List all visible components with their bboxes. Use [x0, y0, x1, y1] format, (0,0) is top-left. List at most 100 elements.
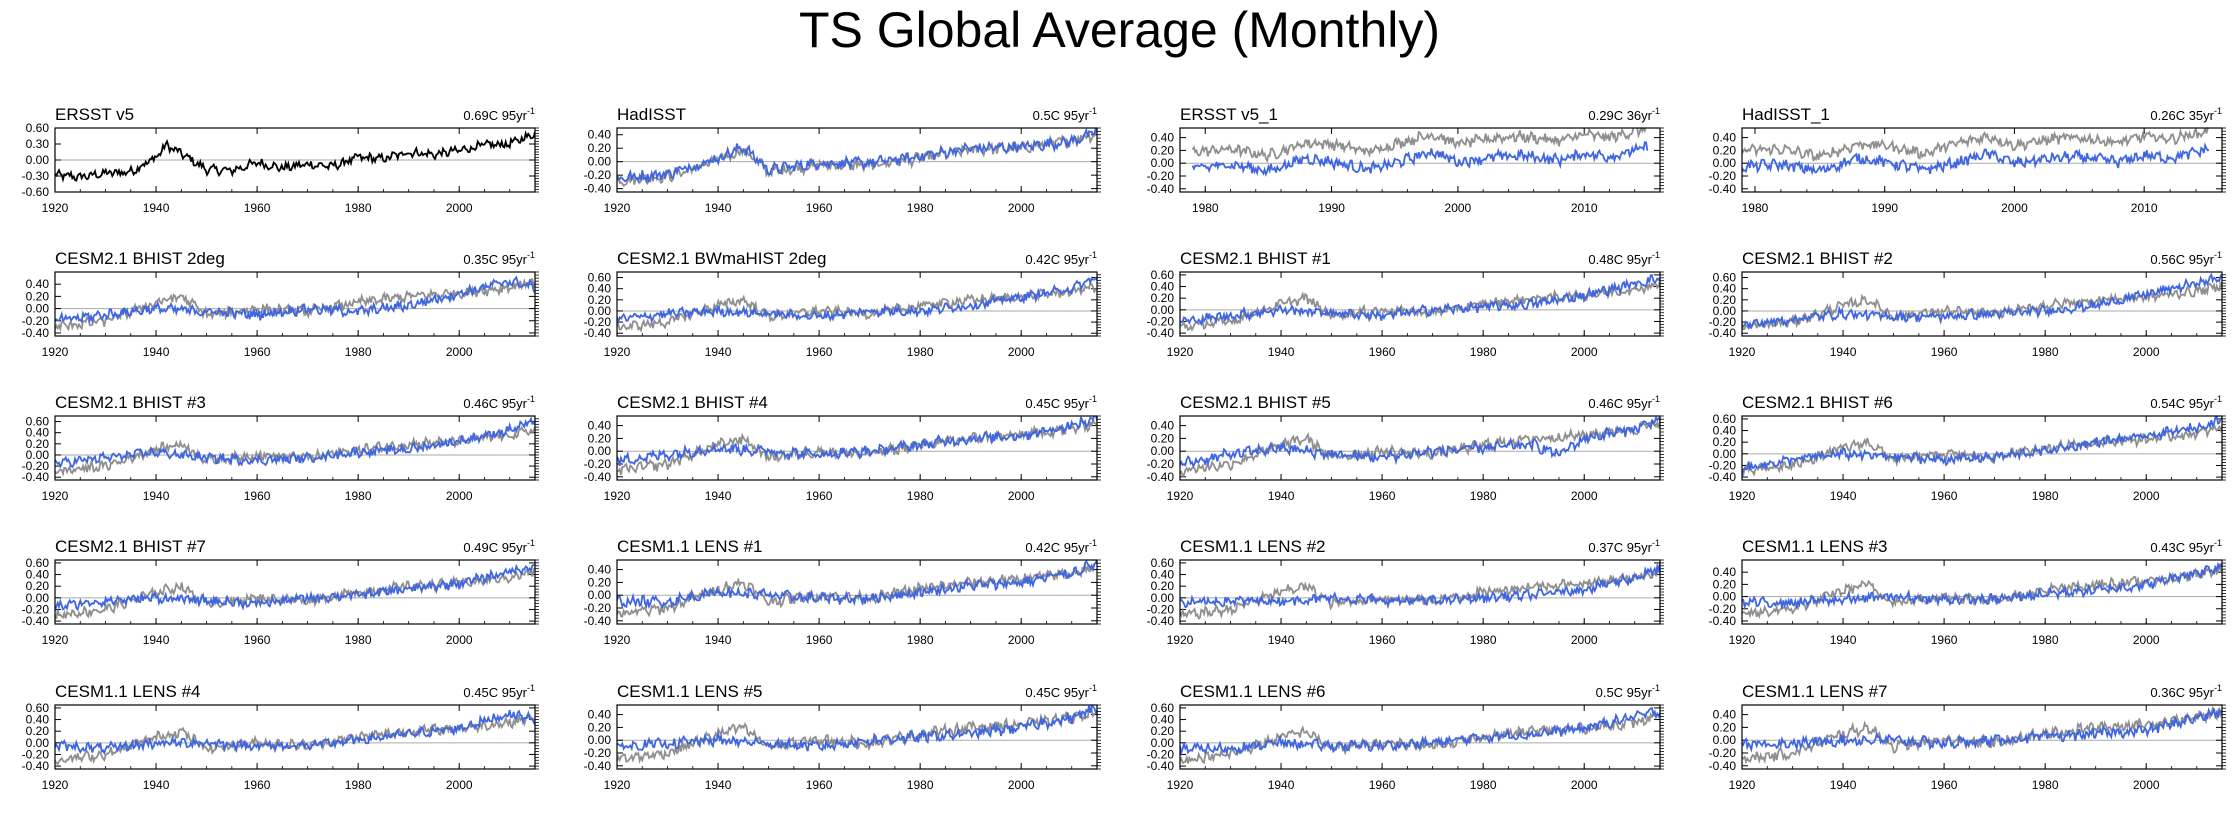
y-tick-label: -0.40 [1709, 326, 1737, 340]
series-line-model [1180, 562, 1660, 610]
y-tick-label: 0.40 [1151, 713, 1175, 727]
x-tick-label: 2000 [1008, 633, 1035, 647]
x-tick-label: 1960 [806, 345, 833, 359]
y-tick-label: -0.20 [1709, 169, 1737, 183]
y-tick-label: 0.00 [1713, 304, 1737, 318]
x-tick-label: 2000 [1571, 778, 1598, 792]
panel-frame [1179, 271, 1661, 337]
panel-frame [616, 415, 1098, 481]
x-tick-label: 1940 [705, 201, 732, 215]
x-tick-label: 1920 [42, 778, 69, 792]
x-tick-label: 1980 [907, 201, 934, 215]
y-tick-label: 0.00 [1151, 156, 1175, 170]
y-tick-label: 0.00 [588, 733, 612, 747]
x-tick-label: 1960 [244, 489, 271, 503]
y-tick-label: 0.40 [1151, 280, 1175, 294]
series-line-observed [617, 561, 1097, 618]
panel-trend: 0.5C 95yr-1 [1596, 683, 1660, 700]
x-tick-label: 1920 [604, 778, 631, 792]
panel-frame [1741, 704, 2223, 770]
x-tick-label: 1960 [244, 633, 271, 647]
y-tick-label: 0.00 [1713, 590, 1737, 604]
x-tick-label: 1980 [2032, 489, 2059, 503]
x-tick-label: 1940 [705, 633, 732, 647]
y-tick-label: 0.20 [26, 437, 50, 451]
y-tick-label: 0.20 [1713, 435, 1737, 449]
panel-14: CESM1.1 LENS #1 0.42C 95yr-10.400.200.00-… [584, 537, 1101, 647]
panel-15: CESM1.1 LENS #2 0.37C 95yr-1 0.600.400.200… [1147, 537, 1664, 647]
y-tick-label: 0.60 [1713, 412, 1737, 426]
x-tick-label: 2000 [446, 778, 473, 792]
y-tick-label: 0.60 [1151, 701, 1175, 715]
panel-3: ERSST v5_1 0.29C 36yr-1 0.400.200.00-0.20-… [1147, 105, 1664, 215]
x-tick-label: 1960 [1931, 489, 1958, 503]
y-tick-label: -0.20 [1147, 314, 1175, 328]
panel-title: CESM1.1 LENS #2 [1180, 537, 1326, 556]
y-tick-label: -0.40 [584, 614, 612, 628]
x-tick-label: 1960 [1369, 778, 1396, 792]
panel-8: CESM2.1 BHIST #2 0.56C 95yr-1 0.600.400.20… [1709, 249, 2226, 359]
series-line-model [55, 275, 535, 324]
panel-trend: 0.35C 95yr-1 [463, 250, 535, 267]
y-tick-label: 0.20 [1151, 291, 1175, 305]
series-line-hadisst [617, 128, 1097, 185]
panel-5: CESM2.1 BHIST 2deg 0.35C 95yr-1 0.400.200.… [22, 249, 539, 359]
panel-title: CESM1.1 LENS #5 [617, 682, 763, 701]
x-tick-label: 1960 [806, 201, 833, 215]
y-tick-label: 0.20 [26, 289, 50, 303]
series-line-observed [1180, 566, 1660, 620]
series-line-model [617, 276, 1097, 325]
y-tick-label: -0.20 [22, 747, 50, 761]
x-tick-label: 1940 [1268, 778, 1295, 792]
y-tick-label: 0.20 [588, 575, 612, 589]
panel-frame [54, 271, 536, 337]
y-tick-label: -0.40 [584, 759, 612, 773]
y-tick-label: 0.60 [26, 121, 50, 135]
y-tick-label: 0.20 [1151, 724, 1175, 738]
y-tick-label: 0.00 [1151, 444, 1175, 458]
x-tick-label: 1980 [345, 633, 372, 647]
x-tick-label: 2000 [1008, 201, 1035, 215]
panel-title: CESM2.1 BHIST #3 [55, 393, 206, 412]
y-tick-label: -0.40 [1147, 470, 1175, 484]
y-tick-label: 0.60 [26, 415, 50, 429]
panel-trend: 0.46C 95yr-1 [1588, 394, 1660, 411]
panel-frame [54, 415, 536, 481]
x-tick-label: 1940 [143, 201, 170, 215]
x-tick-label: 1940 [1830, 345, 1857, 359]
panel-title: CESM1.1 LENS #6 [1180, 682, 1326, 701]
x-tick-label: 1980 [1742, 201, 1769, 215]
y-tick-label: -0.40 [1709, 614, 1737, 628]
x-tick-label: 2000 [1008, 345, 1035, 359]
panel-trend: 0.43C 95yr-1 [2150, 538, 2222, 555]
y-tick-label: 0.00 [26, 302, 50, 316]
panel-title: CESM1.1 LENS #1 [617, 537, 763, 556]
series-line-hadisst-1 [1742, 142, 2210, 176]
x-tick-label: 1940 [143, 633, 170, 647]
series-line-observed [1742, 281, 2222, 331]
series-line-observed [1191, 128, 1647, 164]
y-tick-label: 0.40 [588, 128, 612, 142]
series-line-model [1180, 416, 1660, 469]
x-tick-label: 1940 [1830, 778, 1857, 792]
y-tick-label: 0.20 [588, 293, 612, 307]
x-tick-label: 1920 [42, 489, 69, 503]
x-tick-label: 1960 [1369, 633, 1396, 647]
y-tick-label: 0.40 [588, 419, 612, 433]
panel-title: ERSST v5_1 [1180, 105, 1278, 124]
x-tick-label: 1940 [705, 345, 732, 359]
panel-frame [1179, 127, 1661, 193]
panel-1: ERSST v5 0.69C 95yr-1 0.60 0.30 0.00 -0.30 -0.… [22, 105, 539, 215]
x-tick-label: 1980 [1470, 489, 1497, 503]
series-line-observed [55, 277, 535, 333]
panel-trend: 0.26C 35yr-1 [2150, 106, 2222, 123]
y-tick-label: 0.40 [1713, 708, 1737, 722]
page-title: TS Global Average (Monthly) [798, 2, 1441, 58]
y-tick-label: -0.40 [1147, 759, 1175, 773]
y-tick-label: 0.20 [588, 141, 612, 155]
y-tick-label: 0.40 [1151, 419, 1175, 433]
panel-frame [1179, 415, 1661, 481]
x-tick-label: 1960 [244, 345, 271, 359]
panel-trend: 0.56C 95yr-1 [2150, 250, 2222, 267]
panel-frame [616, 559, 1098, 625]
